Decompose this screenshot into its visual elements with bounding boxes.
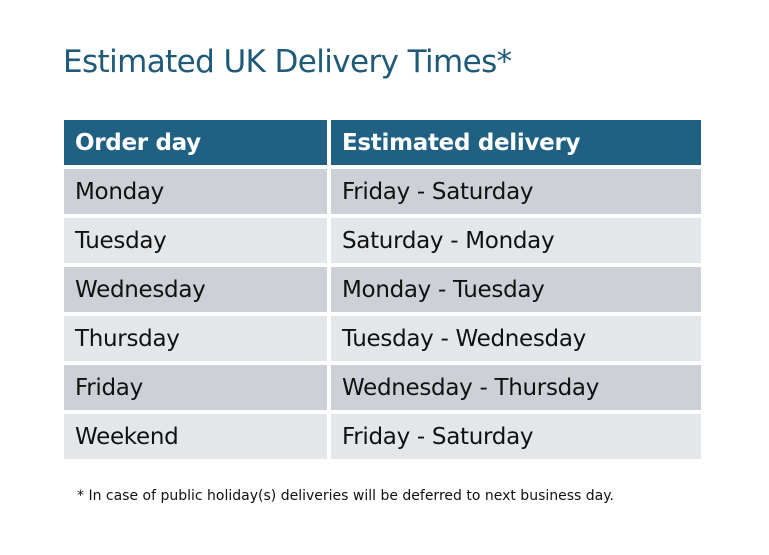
order-day-cell: Monday — [64, 169, 327, 214]
table-row: Friday Wednesday - Thursday — [64, 365, 701, 410]
table-row: Thursday Tuesday - Wednesday — [64, 316, 701, 361]
table-header-row: Order day Estimated delivery — [64, 120, 701, 165]
order-day-cell: Wednesday — [64, 267, 327, 312]
estimated-delivery-cell: Friday - Saturday — [331, 414, 701, 459]
order-day-cell: Weekend — [64, 414, 327, 459]
footnote: * In case of public holiday(s) deliverie… — [77, 488, 614, 504]
order-day-cell: Tuesday — [64, 218, 327, 263]
order-day-cell: Thursday — [64, 316, 327, 361]
estimated-delivery-cell: Monday - Tuesday — [331, 267, 701, 312]
header-estimated-delivery: Estimated delivery — [331, 120, 701, 165]
order-day-cell: Friday — [64, 365, 327, 410]
estimated-delivery-cell: Wednesday - Thursday — [331, 365, 701, 410]
delivery-table: Order day Estimated delivery Monday Frida… — [60, 116, 705, 463]
table-row: Wednesday Monday - Tuesday — [64, 267, 701, 312]
page-title: Estimated UK Delivery Times* — [63, 44, 512, 80]
estimated-delivery-cell: Tuesday - Wednesday — [331, 316, 701, 361]
table-row: Weekend Friday - Saturday — [64, 414, 701, 459]
table-row: Monday Friday - Saturday — [64, 169, 701, 214]
table-row: Tuesday Saturday - Monday — [64, 218, 701, 263]
header-order-day: Order day — [64, 120, 327, 165]
estimated-delivery-cell: Saturday - Monday — [331, 218, 701, 263]
estimated-delivery-cell: Friday - Saturday — [331, 169, 701, 214]
